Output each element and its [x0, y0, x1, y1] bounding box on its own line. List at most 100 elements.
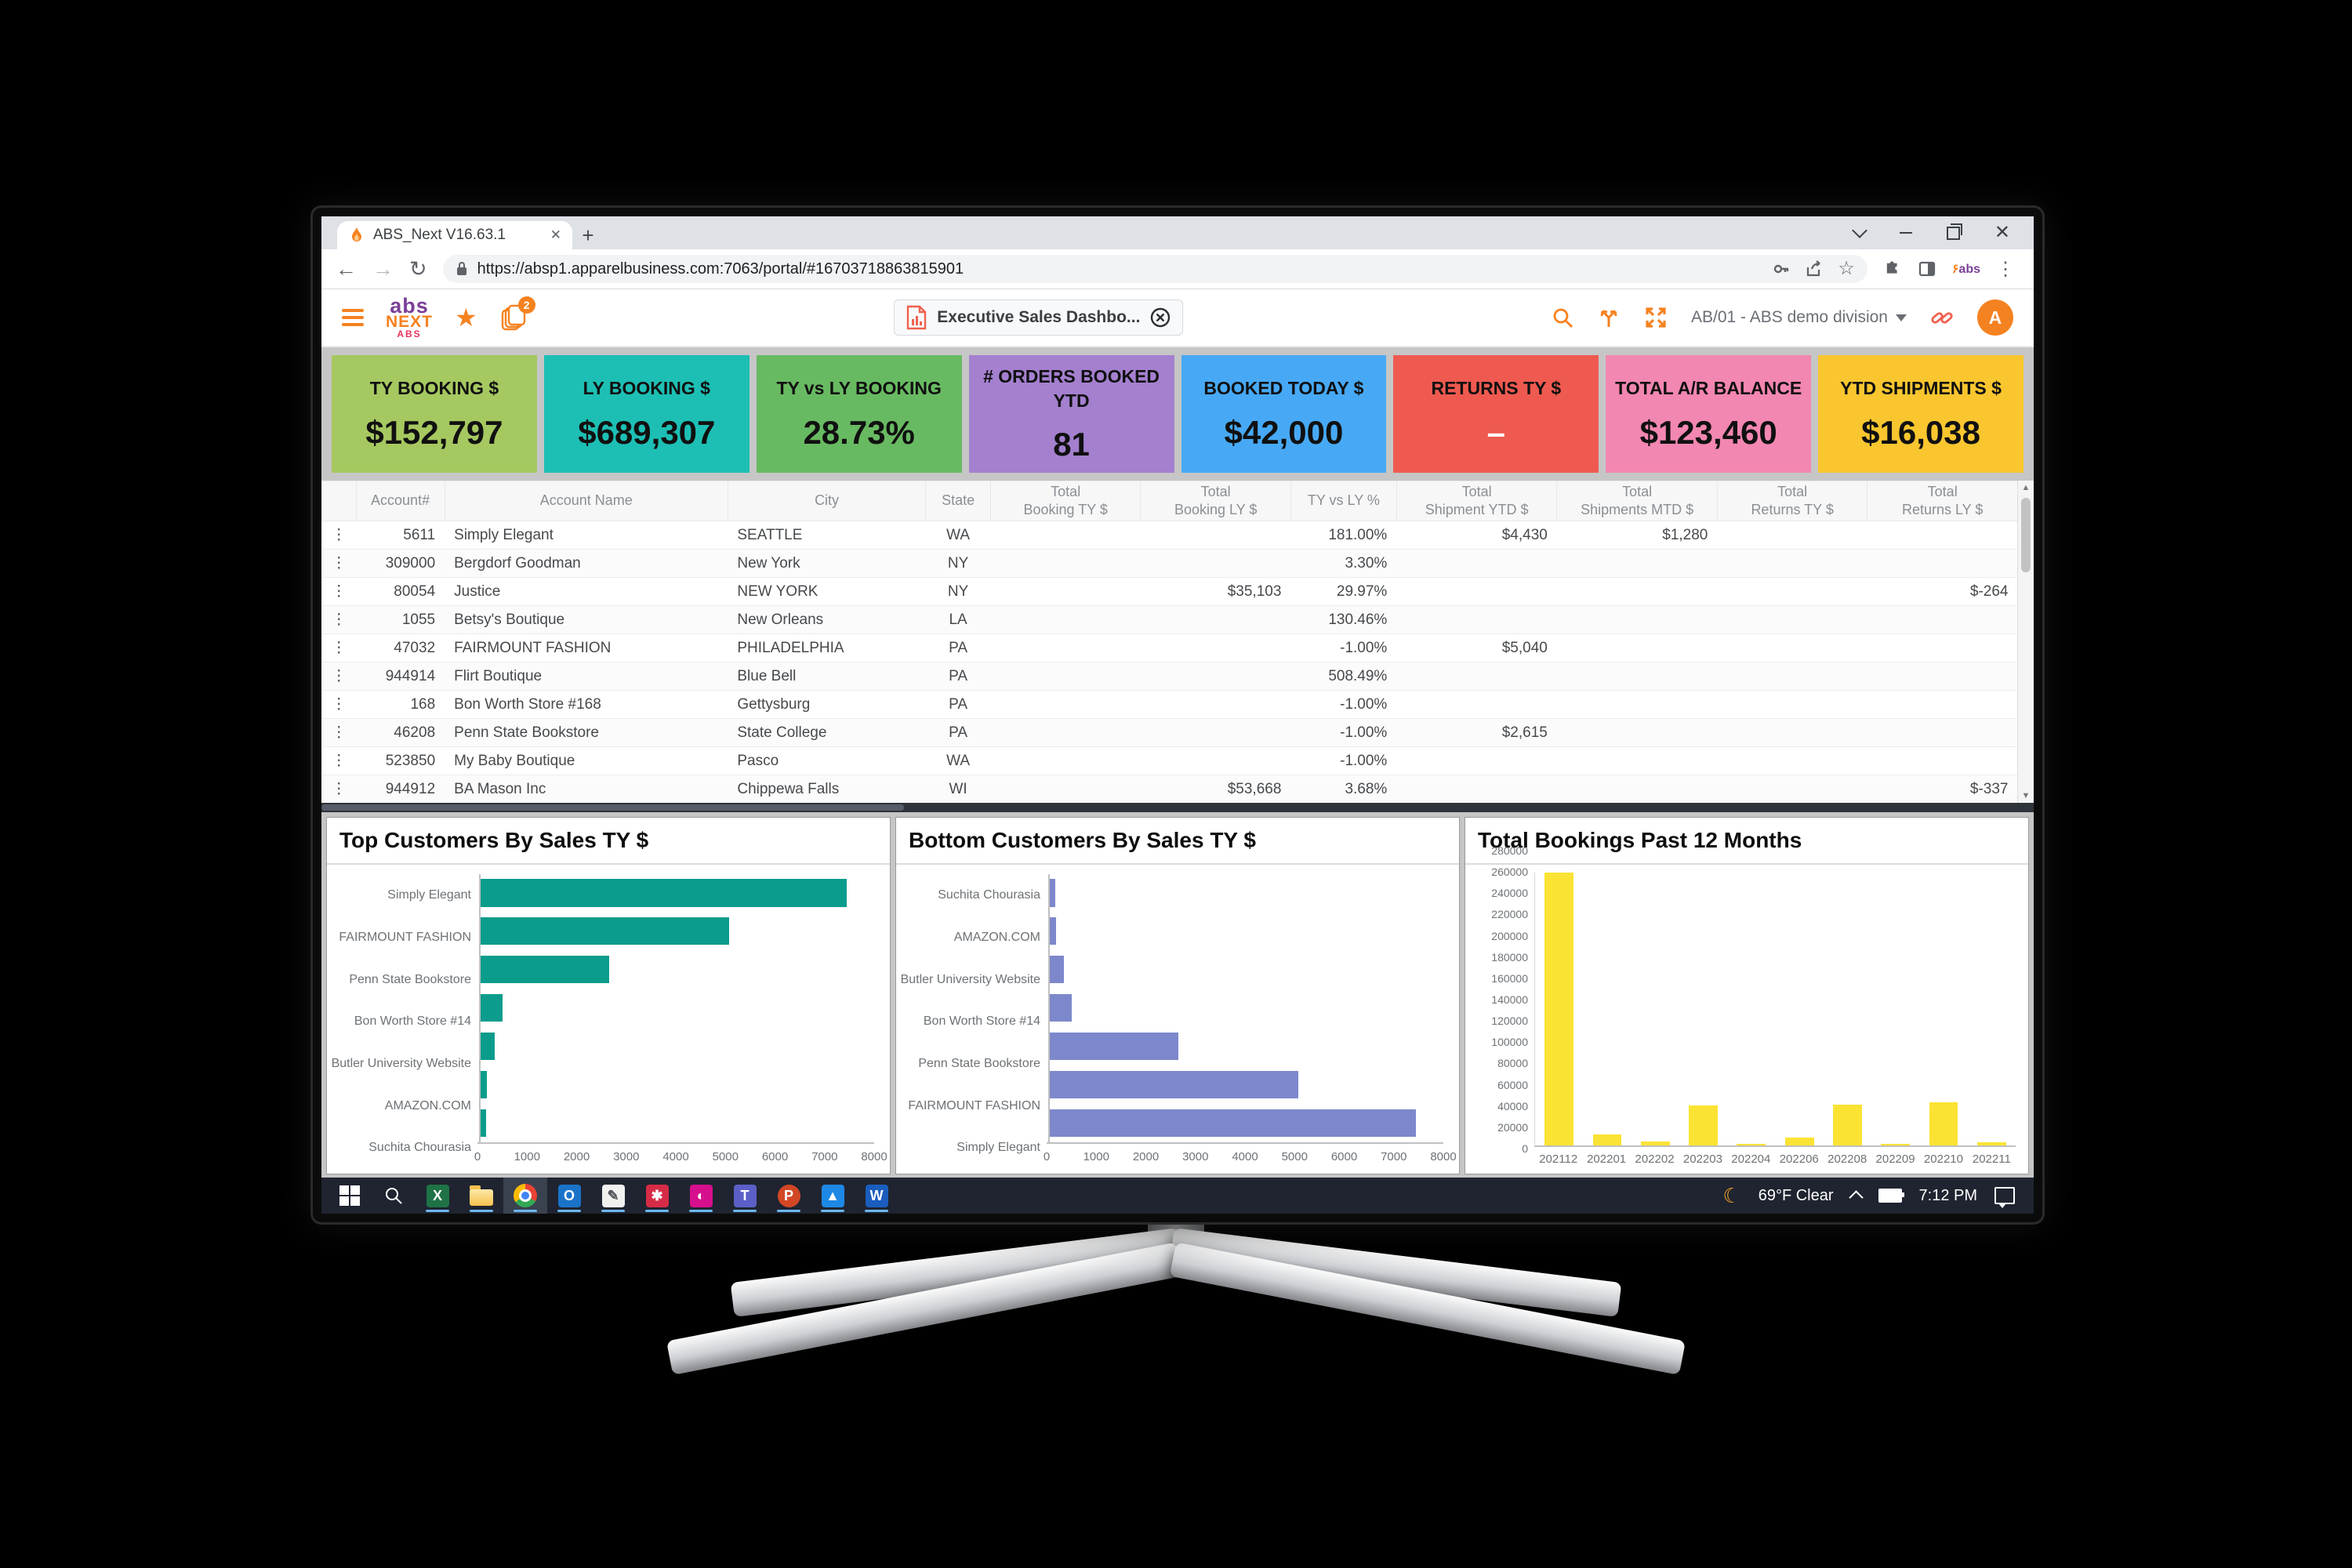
onenote-icon[interactable]: ✎ [591, 1178, 635, 1214]
word-icon[interactable]: W [855, 1178, 898, 1214]
column-header[interactable]: Total Returns TY $ [1716, 481, 1868, 521]
chrome-icon[interactable] [503, 1178, 547, 1214]
bar-202209[interactable] [1881, 1143, 1911, 1145]
powerpoint-icon[interactable]: P [767, 1178, 811, 1214]
abs-extension-icon[interactable]: ۶abs [1951, 263, 1980, 276]
bar-202202[interactable] [1640, 1142, 1670, 1145]
battery-icon[interactable] [1878, 1189, 1904, 1203]
row-menu-kebab-icon[interactable]: ⋮ [321, 690, 356, 719]
table-row[interactable]: ⋮ 46208 Penn State Bookstore State College P… [321, 718, 2018, 747]
scrollbar-thumb[interactable] [2021, 498, 2031, 572]
scroll-down-arrow[interactable]: ▼ [2021, 791, 2031, 800]
teams-icon[interactable]: T [723, 1178, 767, 1214]
bar-suchita-chourasia[interactable] [481, 1109, 486, 1137]
kpi-card-2[interactable]: LY BOOKING $ $689,307 [543, 355, 750, 473]
bar-202208[interactable] [1833, 1104, 1862, 1145]
extensions-puzzle-icon[interactable] [1883, 260, 1902, 278]
fullscreen-expand-icon[interactable] [1644, 306, 1668, 329]
row-menu-kebab-icon[interactable]: ⋮ [321, 577, 356, 606]
column-header[interactable]: Total Shipments MTD $ [1556, 481, 1718, 521]
file-explorer-icon[interactable] [459, 1178, 503, 1214]
bar-butler-university-website[interactable] [481, 1032, 495, 1060]
row-menu-kebab-icon[interactable]: ⋮ [321, 746, 356, 775]
abs-next-logo[interactable]: abs NEXT ABS [386, 294, 434, 340]
power-bi-mobile-icon[interactable]: ◐ [679, 1178, 723, 1214]
kpi-card-1[interactable]: TY BOOKING $ $152,797 [332, 355, 537, 473]
column-header[interactable]: State [925, 481, 991, 521]
tab-close-icon[interactable]: ✕ [550, 227, 561, 242]
address-bar[interactable]: https://absp1.apparelbusiness.com:7063/p… [442, 255, 1867, 283]
row-menu-kebab-icon[interactable]: ⋮ [321, 633, 356, 662]
browser-tab[interactable]: ABS_Next V16.63.1 ✕ [337, 221, 572, 249]
kpi-card-6[interactable]: RETURNS TY $ – [1393, 355, 1599, 473]
division-selector[interactable]: AB/01 - ABS demo division [1691, 308, 1907, 327]
password-key-icon[interactable] [1772, 260, 1791, 278]
fan-app-icon[interactable]: ✱ [635, 1178, 679, 1214]
table-row[interactable]: ⋮ 5611 Simply Elegant SEATTLE WA 181.00% $4,43… [321, 521, 2018, 550]
column-header[interactable]: Account Name [444, 481, 728, 521]
notifications-cards-icon[interactable]: 2 [499, 296, 535, 331]
table-horizontal-scrollbar[interactable] [321, 803, 2034, 812]
favorites-star-icon[interactable]: ★ [455, 303, 477, 332]
table-row[interactable]: ⋮ 309000 Bergdorf Goodman New York NY 3.30% [321, 549, 2018, 578]
new-tab-button[interactable]: + [582, 223, 594, 247]
bar-fairmount-fashion[interactable] [1050, 1070, 1298, 1098]
forward-button[interactable]: → [372, 256, 394, 281]
workflow-branch-icon[interactable] [1597, 307, 1621, 328]
start-button-icon[interactable] [328, 1178, 372, 1214]
bar-202211[interactable] [1976, 1142, 2006, 1145]
kpi-card-8[interactable]: YTD SHIPMENTS $ $16,038 [1818, 355, 2024, 473]
table-row[interactable]: ⋮ 1055 Betsy's Boutique New Orleans LA 130.46… [321, 605, 2018, 634]
tab-search-chevron-icon[interactable] [1851, 223, 1867, 238]
close-dashboard-icon[interactable] [1149, 307, 1171, 328]
excel-icon[interactable]: X [416, 1178, 459, 1214]
row-menu-kebab-icon[interactable]: ⋮ [321, 775, 356, 803]
bar-penn-state-bookstore[interactable] [481, 956, 610, 984]
bar-202204[interactable] [1737, 1143, 1766, 1145]
minimize-button[interactable] [1899, 232, 1912, 234]
taskbar-search-icon[interactable] [372, 1178, 416, 1214]
row-menu-kebab-icon[interactable]: ⋮ [321, 718, 356, 747]
row-menu-kebab-icon[interactable]: ⋮ [321, 549, 356, 578]
column-header[interactable]: Total Returns LY $ [1867, 481, 2018, 521]
table-row[interactable]: ⋮ 168 Bon Worth Store #168 Gettysburg PA -1.0… [321, 690, 2018, 719]
hscrollbar-thumb[interactable] [321, 804, 904, 811]
column-header[interactable]: Total Booking TY $ [989, 481, 1142, 521]
link-icon[interactable] [1930, 306, 1954, 329]
kpi-card-5[interactable]: BOOKED TODAY $ $42,000 [1181, 355, 1387, 473]
close-window-button[interactable]: ✕ [1994, 222, 2010, 243]
side-panel-icon[interactable] [1918, 260, 1936, 278]
row-menu-kebab-icon[interactable]: ⋮ [321, 662, 356, 691]
column-header[interactable]: TY vs LY % [1290, 481, 1397, 521]
photos-icon[interactable]: ▲ [811, 1178, 855, 1214]
column-header[interactable]: Account# [355, 481, 445, 521]
tray-chevron-up-icon[interactable] [1848, 1190, 1864, 1205]
bar-amazon-com[interactable] [481, 1070, 488, 1098]
bar-penn-state-bookstore[interactable] [1050, 1032, 1179, 1060]
browser-menu-kebab-icon[interactable]: ⋮ [1996, 258, 2015, 280]
weather-moon-icon[interactable]: ☾ [1722, 1184, 1741, 1207]
clock[interactable]: 7:12 PM [1918, 1186, 1977, 1204]
table-row[interactable]: ⋮ 523850 My Baby Boutique Pasco WA -1.00% [321, 746, 2018, 775]
bar-amazon-com[interactable] [1050, 917, 1057, 946]
reload-button[interactable]: ↻ [409, 256, 427, 281]
bar-202201[interactable] [1592, 1134, 1622, 1145]
back-button[interactable]: ← [336, 256, 357, 281]
bar-202206[interactable] [1784, 1138, 1814, 1145]
restore-button[interactable] [1946, 223, 1962, 240]
search-icon[interactable] [1552, 307, 1573, 328]
table-row[interactable]: ⋮ 80054 Justice NEW YORK NY $35,103 29.97% $-26… [321, 577, 2018, 606]
bar-bon-worth-store-14[interactable] [481, 993, 503, 1022]
bar-butler-university-website[interactable] [1050, 956, 1065, 984]
table-row[interactable]: ⋮ 944914 Flirt Boutique Blue Bell PA 508.49% [321, 662, 2018, 691]
bar-suchita-chourasia[interactable] [1050, 879, 1055, 907]
table-row[interactable]: ⋮ 47032 FAIRMOUNT FASHION PHILADELPHIA PA -1.… [321, 633, 2018, 662]
row-menu-kebab-icon[interactable]: ⋮ [321, 521, 356, 550]
bar-fairmount-fashion[interactable] [481, 917, 729, 946]
bar-simply-elegant[interactable] [481, 879, 848, 907]
outlook-icon[interactable]: O [547, 1178, 591, 1214]
kpi-card-3[interactable]: TY vs LY BOOKING 28.73% [756, 355, 962, 473]
scroll-up-arrow[interactable]: ▲ [2021, 483, 2031, 492]
bookmark-star-icon[interactable]: ☆ [1838, 258, 1855, 279]
weather-text[interactable]: 69°F Clear [1758, 1186, 1834, 1204]
